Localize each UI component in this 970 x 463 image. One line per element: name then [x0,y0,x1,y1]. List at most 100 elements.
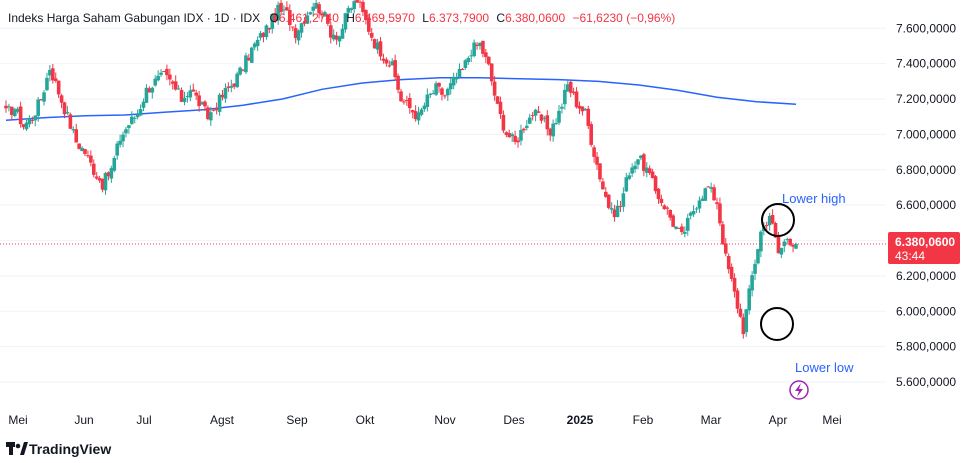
candle-body [595,156,599,165]
candle-body [721,224,725,245]
candle-body [542,117,547,119]
candle-body [536,111,541,113]
candle [434,81,438,96]
candle [7,103,11,112]
candle [750,271,754,297]
candle-body [326,14,330,24]
y-tick-label: 6.800,0000 [896,163,956,177]
candle-body [451,76,456,86]
candle [220,89,225,101]
candle-body [100,178,105,190]
candle [469,49,474,62]
candle [633,161,637,173]
legend-l-value: 6.373,7900 [429,11,489,25]
candle [255,36,260,51]
candle-body [706,186,711,188]
candle-body [18,106,23,125]
candle-body [741,317,746,335]
candle [369,27,374,41]
candle-body [662,205,667,210]
legend[interactable]: Indeks Harga Saham Gabungan IDX · 1D · I… [8,11,675,25]
candle [446,87,450,102]
candle [644,162,649,178]
candle-body [12,109,17,117]
candle-body [10,106,14,115]
candle [200,101,204,106]
candle [519,124,523,146]
candle-body [197,95,201,107]
candle [276,1,280,25]
candle-body [340,28,345,39]
candle-body [431,93,435,95]
candle-body [48,69,52,76]
candle [715,197,719,210]
candle [27,115,32,128]
candle [15,106,20,114]
candle-body [580,106,585,112]
candle [355,0,359,3]
candle-body [15,108,20,112]
candle-body [756,249,760,264]
candle [472,39,476,58]
candle-body [448,83,453,90]
candle [89,150,93,167]
candle [156,70,160,82]
candle-body [74,129,79,143]
lightning-icon[interactable] [789,380,809,400]
candle-body [273,13,277,22]
candle [150,86,155,99]
candle [188,85,193,102]
candle-body [785,239,790,241]
candle-body [124,129,128,134]
candle [718,197,722,226]
candle-body [302,21,307,24]
candle-body [492,81,497,96]
candle [390,58,395,66]
candle [59,93,64,109]
candle-body [583,108,588,111]
candle [598,163,602,182]
tradingview-logo[interactable]: TradingView [6,441,111,457]
candle [343,12,348,33]
candle-body [659,198,664,203]
candle [665,206,670,215]
candle [261,32,266,43]
candle [656,187,661,204]
candle [185,92,190,103]
candle-body [247,57,251,61]
time-axis[interactable]: Mei Jun Jul Agst Sep Okt Nov Des 2025 Feb Mar Apr Me… [8,413,841,427]
candle-body [238,67,242,75]
candle [62,101,67,119]
candle [650,168,655,179]
legend-c-value: 6.380,0600 [505,11,565,25]
candle [238,66,242,76]
candle-body [109,168,114,179]
candle [662,204,667,210]
candle-body [159,72,163,75]
candle [165,64,169,81]
candle [627,172,632,181]
candle-body [671,215,675,227]
candle [522,127,526,134]
candle-body [665,207,670,209]
candle-series [4,0,798,339]
x-tick-label: Mei [8,413,27,427]
candle [337,35,342,48]
candle-body [604,191,608,197]
candle [214,102,219,115]
candle [349,7,354,13]
candle [744,309,749,337]
candle [443,94,447,99]
candle [112,155,117,173]
candle [463,59,468,70]
candle [235,71,239,88]
candle-body [735,290,740,309]
candle-body [466,57,471,63]
candle-body [586,108,591,126]
candle [565,79,570,92]
candle-body [454,77,459,80]
candle-body [270,14,275,29]
legend-l-label: L [422,11,429,25]
